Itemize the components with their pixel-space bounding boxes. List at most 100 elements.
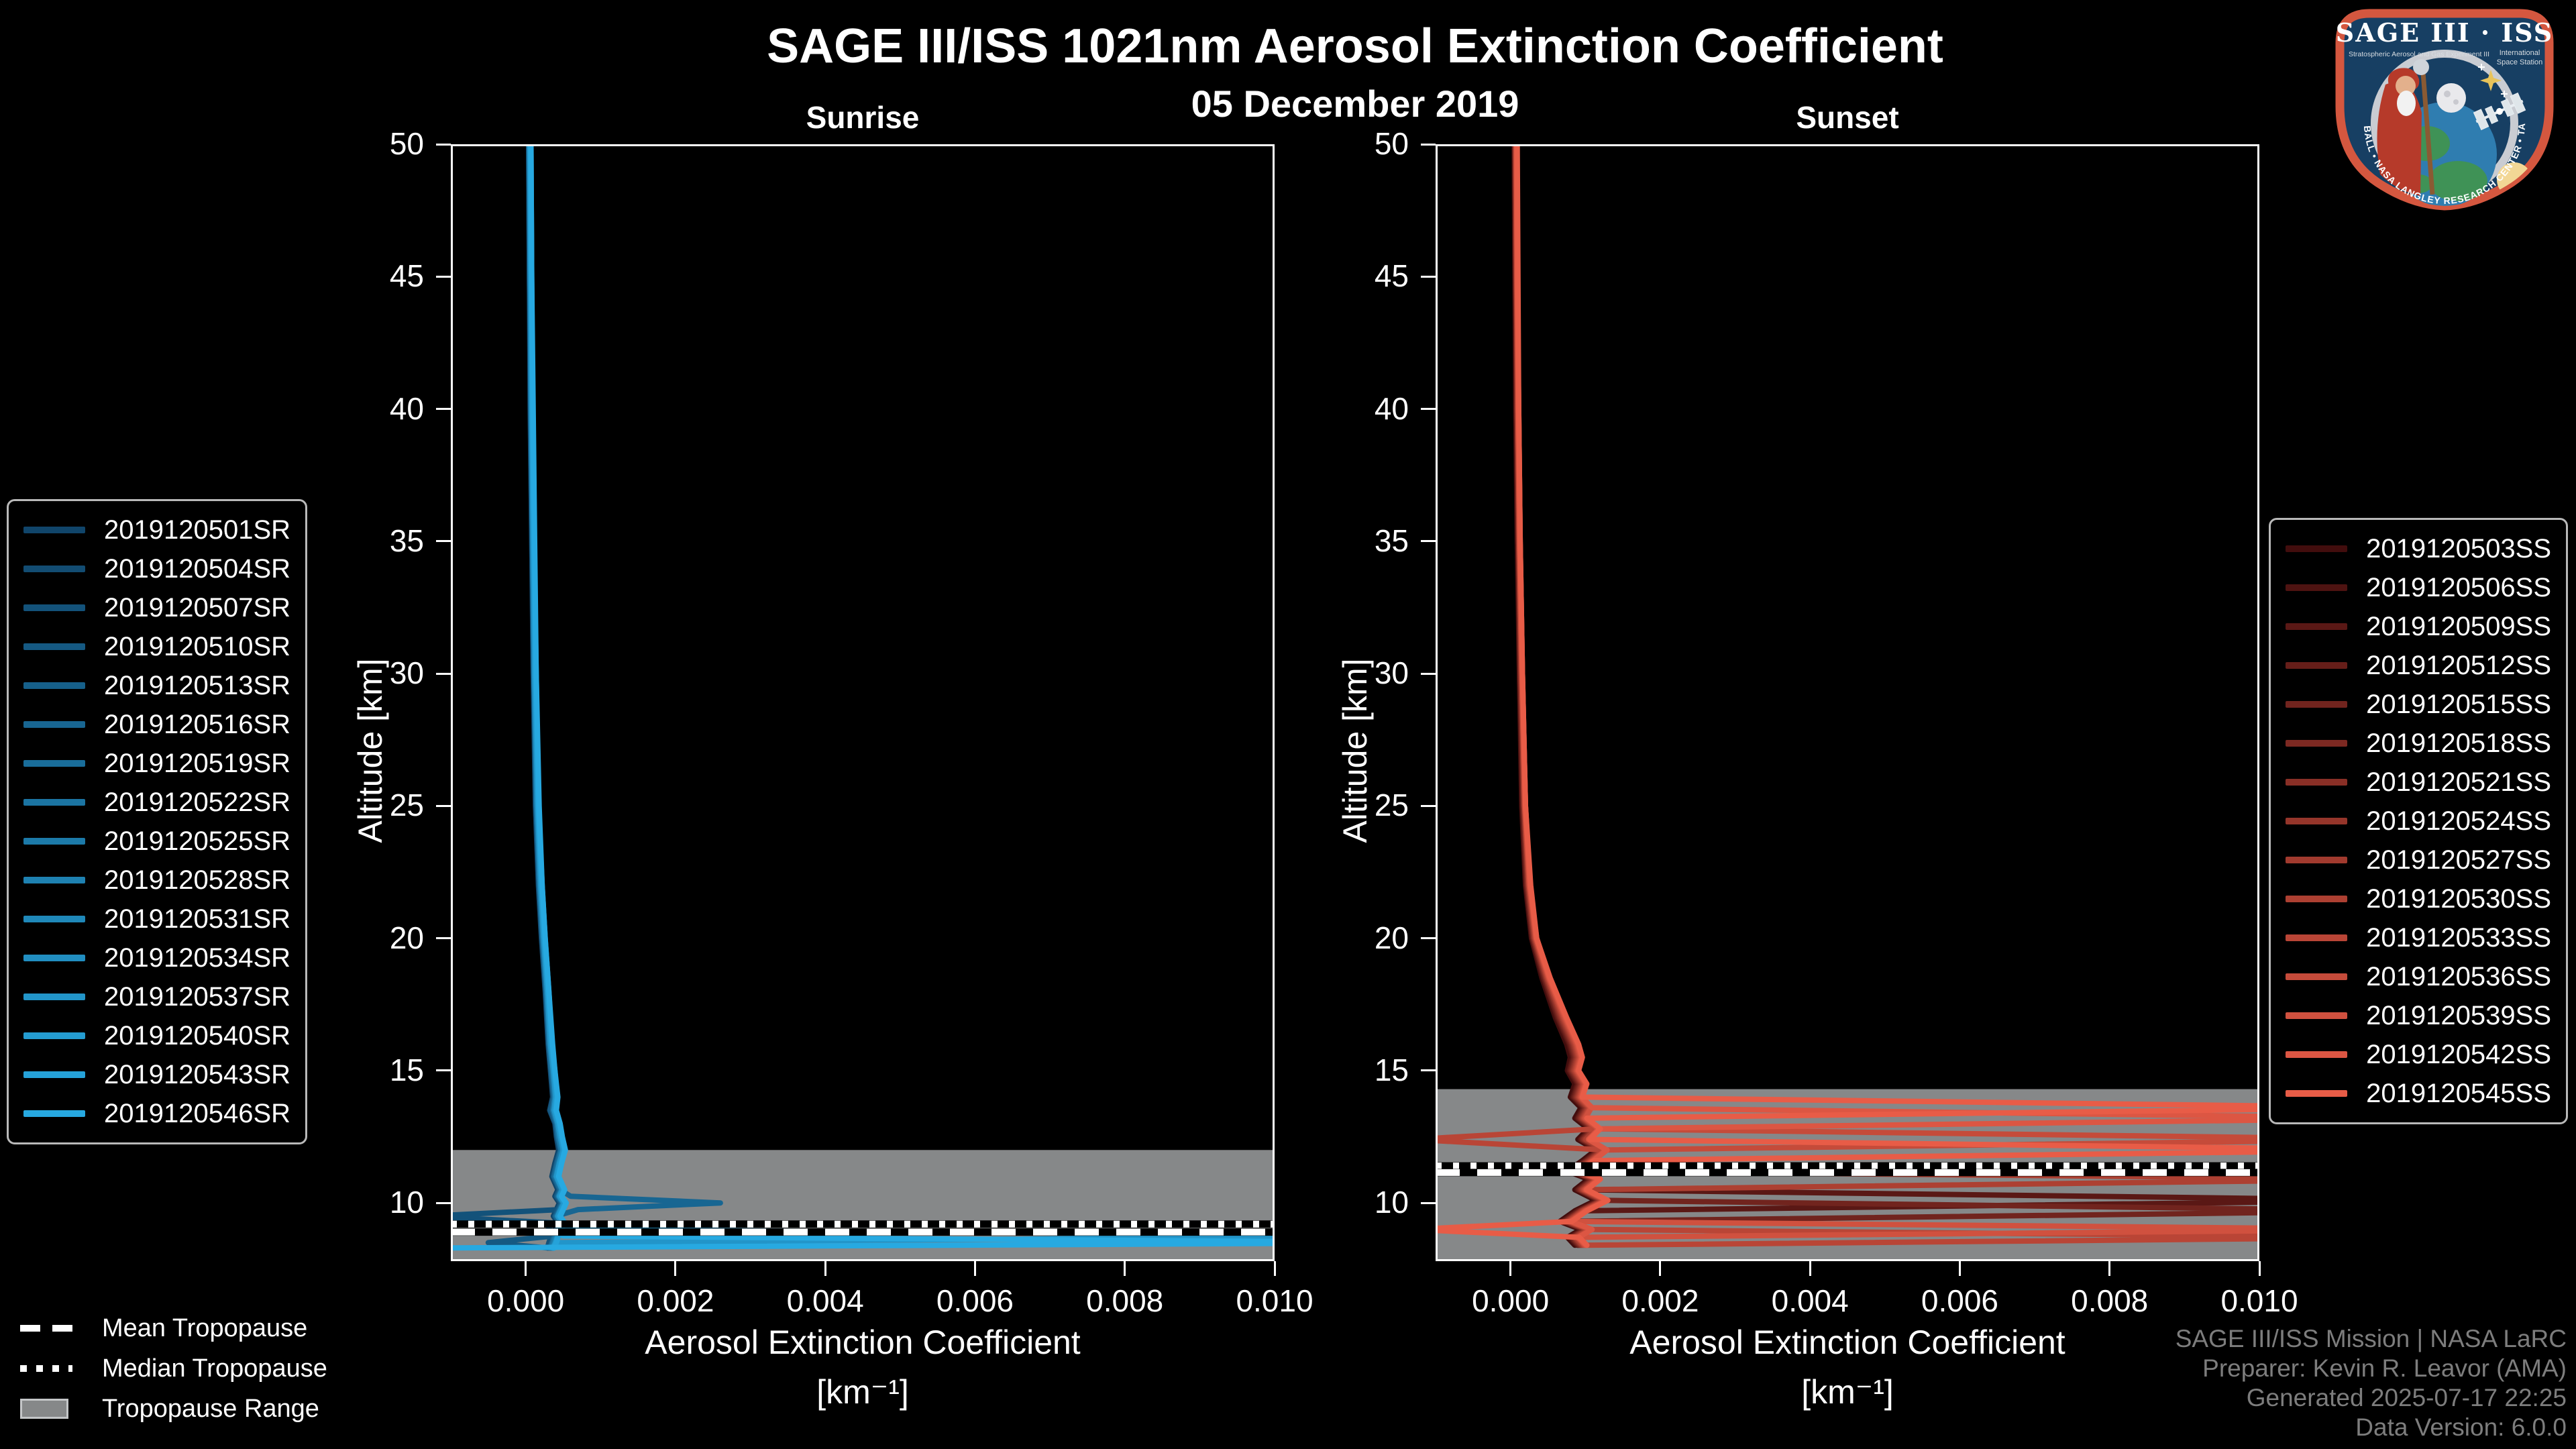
sunset-panel-title: Sunset [1796,100,1899,135]
legend-entry-2019120503SS: 2019120503SS [2286,529,2551,568]
y-tick [436,540,451,543]
y-tick-label: 45 [389,258,424,294]
y-tick-label: 45 [1374,258,1409,294]
footer-mission-line: SAGE III/ISS Mission | NASA LaRC [2175,1325,2567,1352]
x-tick-label: 0.010 [2220,1283,2298,1318]
legend-entry-label: 2019120513SR [104,670,291,700]
legend-entry-label: 2019120543SR [104,1059,291,1089]
legend-entry-label: 2019120534SR [104,943,291,973]
y-tick-label: 40 [1374,390,1409,426]
profile-curve-2019120536SS [1513,144,2259,1248]
y-tick [436,143,451,146]
profile-curve-2019120518SS [1513,144,1604,1248]
patch-moon-icon [2436,83,2466,113]
legend-entry-label: 2019120503SS [2366,533,2551,564]
legend-entry-label: 2019120515SS [2366,689,2551,719]
legend-line-swatch-icon [2286,818,2348,824]
profile-curve-2019120509SS [1512,144,2259,1248]
sunset-x-axis-label: Aerosol Extinction Coefficient [1629,1324,2065,1361]
legend-entry-2019120504SR: 2019120504SR [23,549,290,588]
legend-entry-2019120524SS: 2019120524SS [2286,802,2551,841]
y-tick [1421,937,1436,940]
legend-entry-label: 2019120525SR [104,826,291,856]
y-tick-label: 20 [389,920,424,955]
legend-line-swatch-icon [23,799,85,806]
legend-line-swatch-icon [2286,1051,2348,1058]
x-tick [674,1261,677,1276]
x-tick [1124,1261,1126,1276]
legend-entry-label: 2019120518SS [2366,728,2551,758]
legend-entry-2019120534SR: 2019120534SR [23,938,290,977]
patch-staff-icon [2420,72,2435,195]
x-tick-label: 0.010 [1236,1283,1313,1318]
legend-line-swatch-icon [23,1071,85,1078]
legend-entry-2019120519SR: 2019120519SR [23,744,290,783]
legend-entry-label: 2019120509SS [2366,611,2551,641]
x-tick-label: 0.002 [1621,1283,1699,1318]
legend-entry-label: 2019120516SR [104,709,291,739]
footer-preparer-line: Preparer: Kevin R. Leavor (AMA) [2202,1354,2567,1382]
legend-line-swatch-icon [23,916,85,922]
legend-line-swatch-icon [23,994,85,1000]
legend-line-swatch-icon [23,566,85,572]
legend-line-swatch-icon [23,1032,85,1039]
profile-curve-2019120539SS [1513,144,2259,1248]
date-subtitle: 05 December 2019 [1191,83,1519,125]
legend-line-swatch-icon [2286,662,2348,669]
legend-line-swatch-icon [2286,779,2348,786]
x-tick [973,1261,976,1276]
legend-entry-label: 2019120519SR [104,748,291,778]
legend-entry-label: 2019120527SS [2366,845,2551,875]
legend-entry-label: 2019120506SS [2366,572,2551,602]
footer-generated-line: Generated 2025-07-17 22:25 [2246,1384,2567,1411]
y-tick [436,672,451,675]
patch-subtitle-left: Stratospheric Aerosol and Gas Experiment… [2349,50,2489,58]
legend-entry-2019120531SR: 2019120531SR [23,900,290,938]
patch-subtitle-right-2: Space Station [2497,58,2543,66]
y-tick-label: 15 [1374,1052,1409,1087]
x-tick-label: 0.006 [936,1283,1014,1318]
x-tick-label: 0.002 [637,1283,714,1318]
x-tick [525,1261,527,1276]
x-tick [1273,1261,1276,1276]
profile-curve-2019120524SS [1513,144,1605,1248]
legend-entry-label: 2019120510SR [104,631,291,661]
x-tick [1509,1261,1512,1276]
sunrise-plot-area [451,144,1275,1261]
x-tick-label: 0.004 [786,1283,864,1318]
patch-star-icon [2480,70,2502,91]
legend-entry-2019120540SR: 2019120540SR [23,1016,290,1055]
y-tick [436,804,451,807]
profile-curve-2019120546SR [451,144,1275,1251]
legend-entry-2019120513SR: 2019120513SR [23,666,290,705]
y-tick-label: 25 [389,788,424,823]
tropopause-range-label: Tropopause Range [102,1394,319,1423]
legend-entry-label: 2019120542SS [2366,1039,2551,1069]
y-tick-label: 30 [389,655,424,691]
legend-line-swatch-icon [23,643,85,650]
footer-version-line: Data Version: 6.0.0 [2355,1413,2567,1441]
legend-entry-label: 2019120522SR [104,787,291,817]
footer-credits: SAGE III/ISS Mission | NASA LaRC Prepare… [2176,1324,2567,1442]
patch-title: SAGE III · ISS [2336,17,2553,48]
legend-entry-label: 2019120533SS [2366,922,2551,953]
y-tick-label: 10 [1374,1185,1409,1220]
legend-entry-label: 2019120524SS [2366,806,2551,836]
legend-entry-2019120536SS: 2019120536SS [2286,957,2551,996]
x-tick-label: 0.008 [2071,1283,2149,1318]
tropopause-range-swatch-icon [20,1399,78,1419]
mean-tropopause-label: Mean Tropopause [102,1313,308,1342]
y-tick [1421,540,1436,543]
profile-curve-2019120527SS [1513,144,1607,1248]
legend-line-swatch-icon [2286,896,2348,902]
x-tick [2108,1261,2111,1276]
legend-entry-label: 2019120536SS [2366,961,2551,991]
legend-entry-label: 2019120507SR [104,592,291,623]
x-tick-label: 0.004 [1771,1283,1849,1318]
y-tick [1421,143,1436,146]
legend-entry-2019120518SS: 2019120518SS [2286,724,2551,763]
y-tick [1421,275,1436,278]
y-tick [436,1201,451,1204]
legend-line-swatch-icon [2286,1090,2348,1097]
legend-line-swatch-icon [23,838,85,845]
